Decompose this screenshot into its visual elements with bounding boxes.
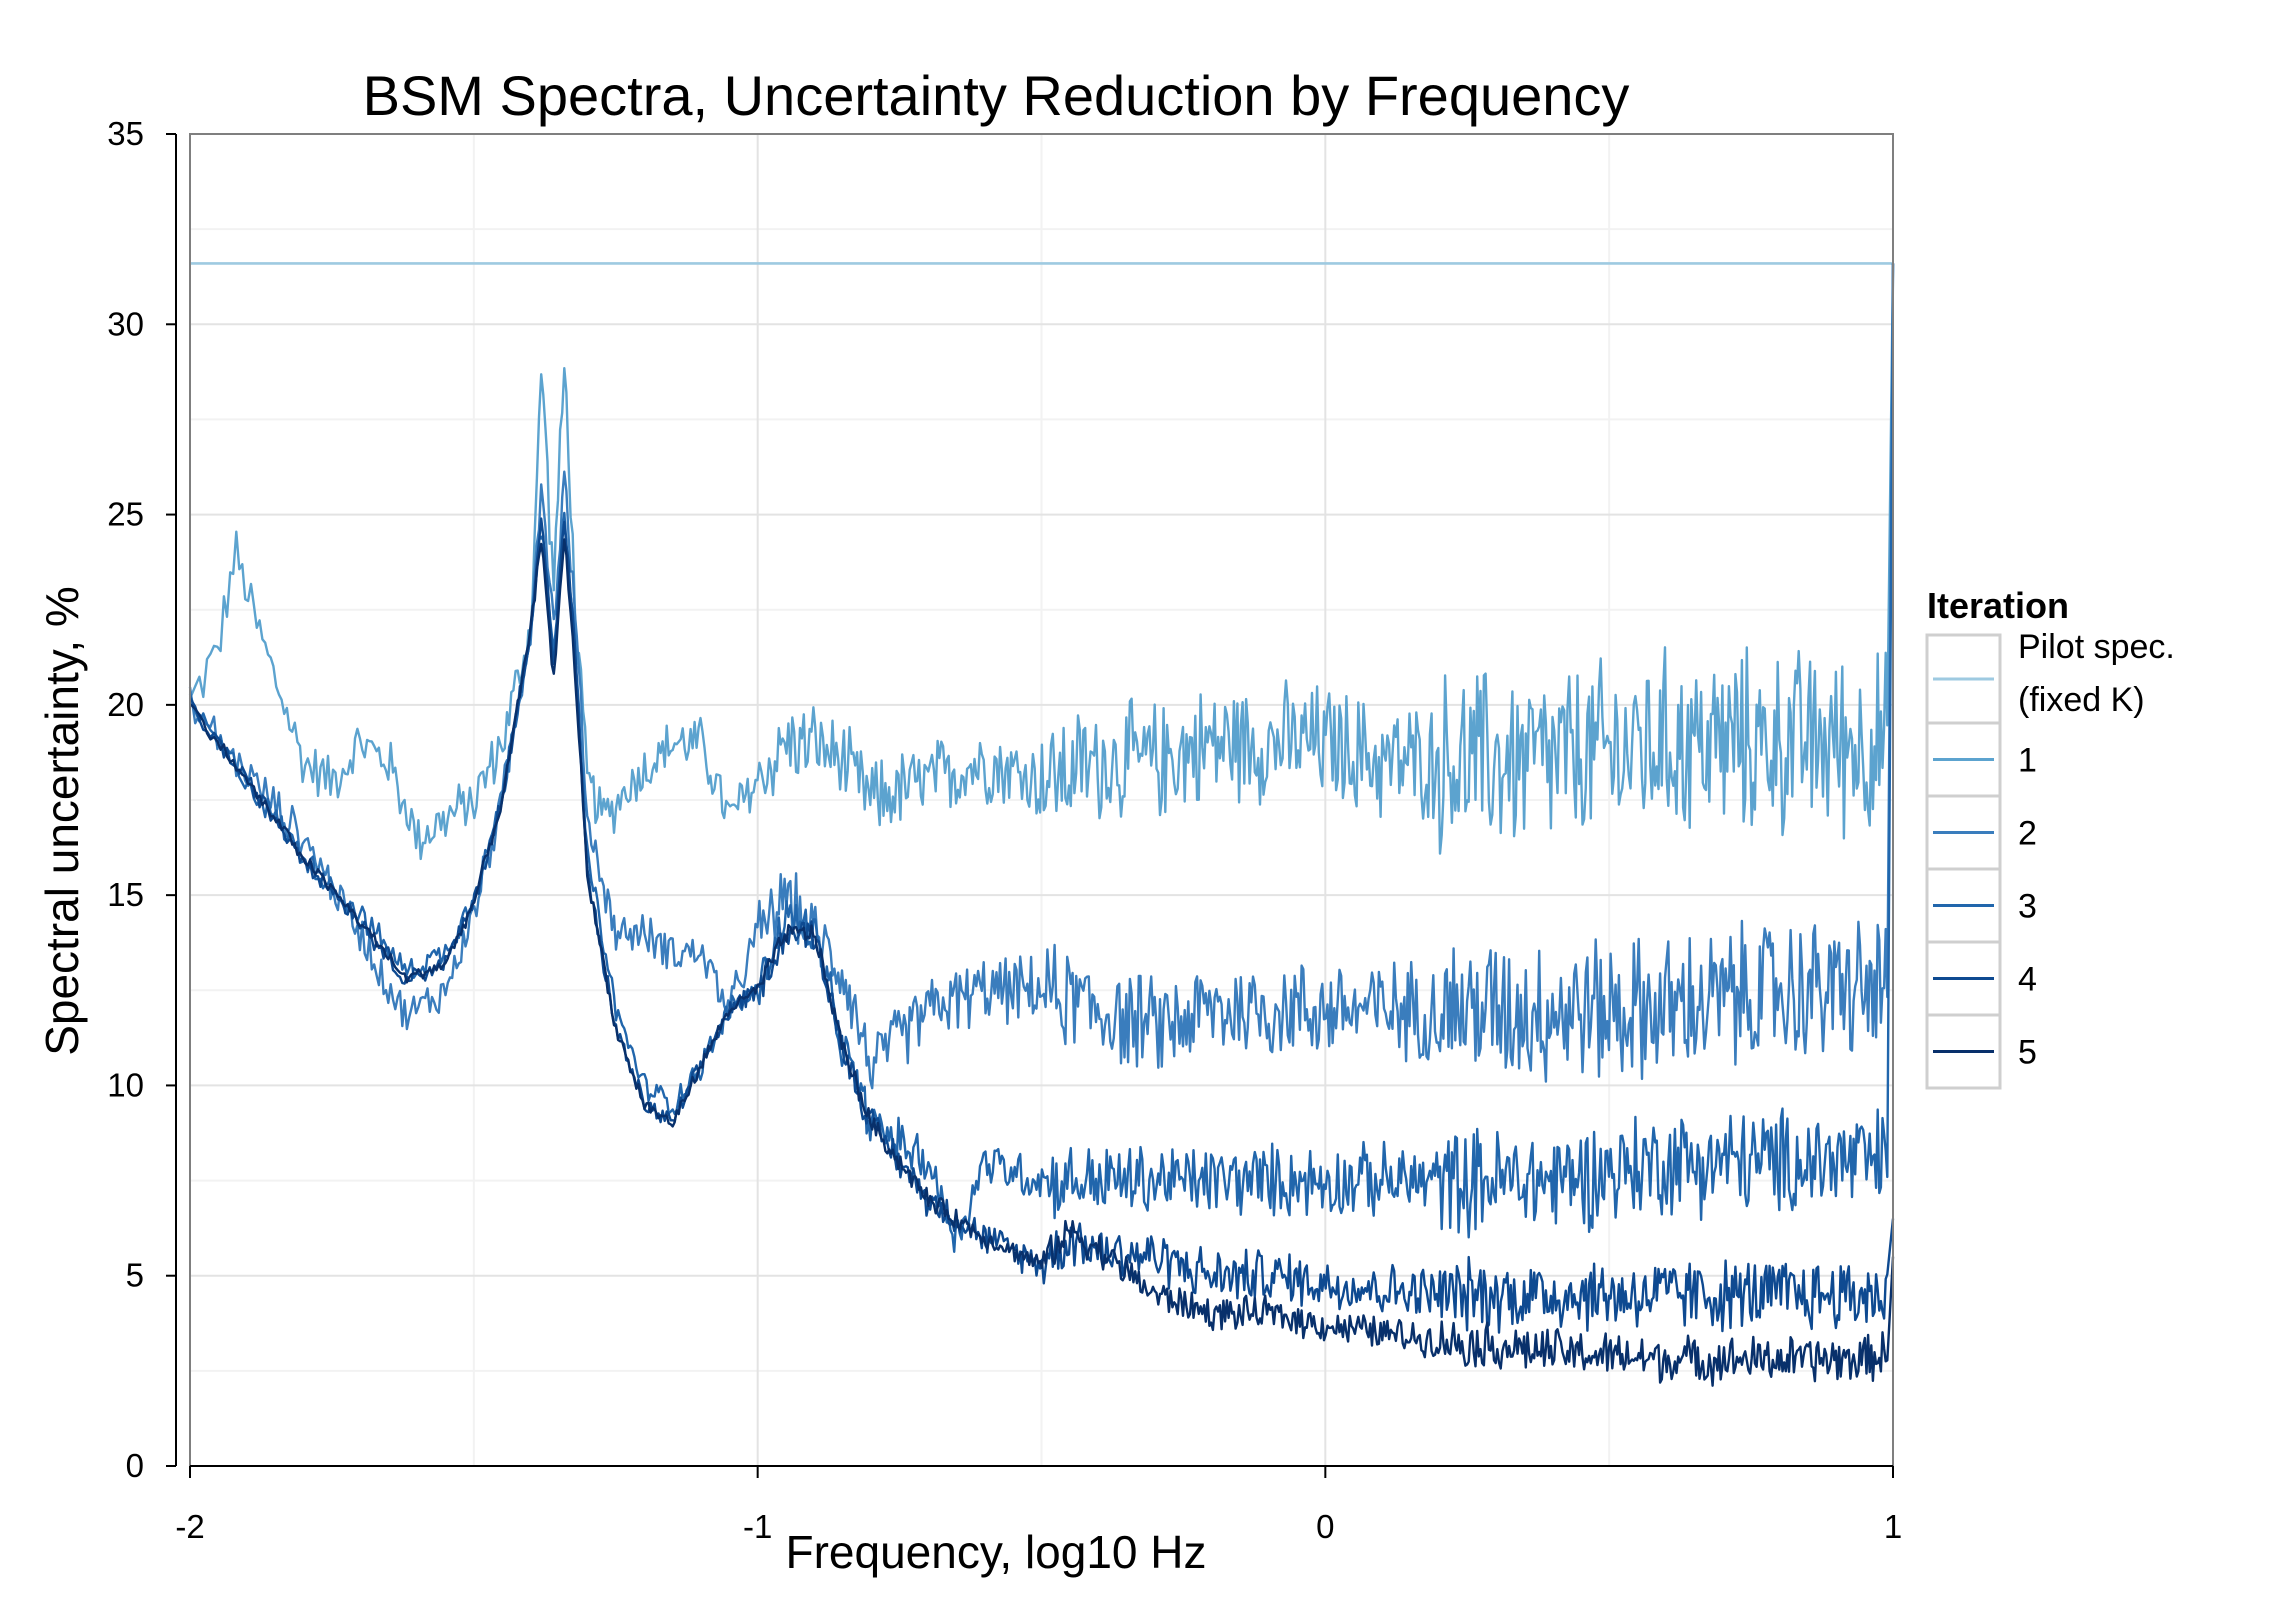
legend-title: Iteration xyxy=(1927,585,2069,626)
legend-label: Pilot spec. xyxy=(2018,628,2175,666)
legend-label: 1 xyxy=(2018,742,2037,780)
x-tick-label: 1 xyxy=(1884,1508,1902,1545)
y-tick-label: 25 xyxy=(107,496,144,533)
x-tick-label: 0 xyxy=(1316,1508,1334,1545)
chart-title: BSM Spectra, Uncertainty Reduction by Fr… xyxy=(363,64,1630,127)
legend-label: 3 xyxy=(2018,888,2037,926)
y-tick-label: 5 xyxy=(126,1257,144,1294)
series-line-4 xyxy=(188,517,1895,1334)
legend: Iteration Pilot spec. (fixed K) 1 2 3 4 5 xyxy=(1925,585,2175,1090)
y-tick-label: 15 xyxy=(107,876,144,913)
series-line-2 xyxy=(188,263,1895,1090)
legend-label: 5 xyxy=(2018,1034,2037,1072)
y-tick-label: 35 xyxy=(107,115,144,152)
legend-items: Pilot spec. (fixed K) 1 2 3 4 5 xyxy=(1925,628,2175,1090)
y-tick-label: 30 xyxy=(107,305,144,342)
legend-label: (fixed K) xyxy=(2018,681,2145,719)
series-group xyxy=(188,262,1895,1387)
x-axis-label: Frequency, log10 Hz xyxy=(785,1526,1206,1578)
y-axis: 0 5 10 15 20 25 30 35 xyxy=(107,115,177,1484)
y-tick-label: 10 xyxy=(107,1066,144,1103)
legend-label: 4 xyxy=(2018,961,2037,999)
y-axis-label: Spectral uncertainty, % xyxy=(36,586,88,1056)
series-line-5 xyxy=(189,538,1895,1387)
x-tick-label: -1 xyxy=(743,1508,772,1545)
series-line-1 xyxy=(188,263,1895,861)
y-tick-label: 0 xyxy=(126,1447,144,1484)
x-tick-label: -2 xyxy=(175,1508,204,1545)
x-axis: -2 -1 0 1 xyxy=(175,1465,1902,1545)
legend-label: 2 xyxy=(2018,815,2037,853)
y-tick-label: 20 xyxy=(107,686,144,723)
